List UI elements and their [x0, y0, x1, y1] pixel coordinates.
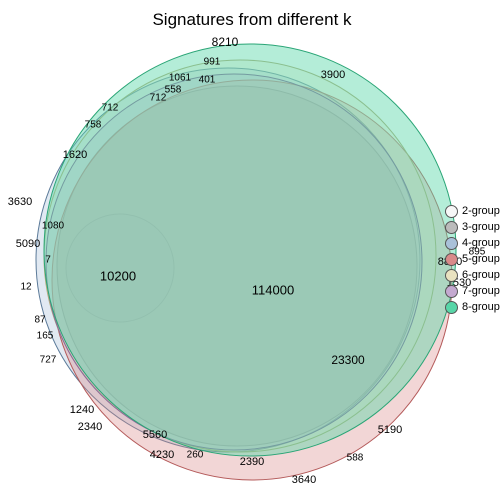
value-label: 7 — [45, 255, 51, 266]
value-label: 5560 — [143, 429, 167, 441]
legend-item: 4-group — [445, 237, 500, 250]
value-label: 10200 — [100, 269, 136, 284]
legend-swatch-icon — [445, 221, 458, 234]
value-label: 991 — [204, 57, 221, 68]
legend-label: 7-group — [462, 286, 500, 297]
value-label: 12 — [20, 282, 31, 293]
value-label: 2340 — [78, 421, 102, 433]
legend: 2-group 3-group 4-group 5-group 6-group 7-gro… — [445, 205, 500, 317]
value-label: 558 — [165, 85, 182, 96]
legend-label: 3-group — [462, 222, 500, 233]
value-label: 1080 — [42, 221, 64, 232]
legend-label: 4-group — [462, 238, 500, 249]
legend-item: 3-group — [445, 221, 500, 234]
value-label: 5090 — [16, 238, 40, 250]
legend-label: 8-group — [462, 302, 500, 313]
legend-item: 7-group — [445, 285, 500, 298]
value-label: 758 — [85, 120, 102, 131]
value-label: 3900 — [321, 69, 345, 81]
value-label: 1620 — [63, 149, 87, 161]
value-label: 401 — [199, 75, 216, 86]
legend-item: 8-group — [445, 301, 500, 314]
legend-label: 2-group — [462, 206, 500, 217]
value-label: 1240 — [70, 404, 94, 416]
value-label: 87 — [34, 315, 45, 326]
euler-diagram — [0, 0, 504, 504]
legend-swatch-icon — [445, 253, 458, 266]
value-label: 165 — [37, 331, 54, 342]
legend-item: 5-group — [445, 253, 500, 266]
value-label: 1061 — [169, 73, 191, 84]
legend-item: 2-group — [445, 205, 500, 218]
legend-swatch-icon — [445, 205, 458, 218]
legend-swatch-icon — [445, 269, 458, 282]
value-label: 3640 — [292, 474, 316, 486]
value-label: 8210 — [212, 35, 239, 49]
value-label: 727 — [40, 355, 57, 366]
value-label: 4230 — [150, 449, 174, 461]
legend-swatch-icon — [445, 285, 458, 298]
value-label: 712 — [102, 103, 119, 114]
value-label: 2390 — [240, 456, 264, 468]
legend-item: 6-group — [445, 269, 500, 282]
value-label: 588 — [347, 453, 364, 464]
legend-label: 6-group — [462, 270, 500, 281]
legend-swatch-icon — [445, 301, 458, 314]
value-label: 23300 — [331, 353, 364, 367]
value-label: 114000 — [252, 283, 294, 298]
value-label: 260 — [187, 450, 204, 461]
value-label: 5190 — [378, 424, 402, 436]
legend-swatch-icon — [445, 237, 458, 250]
value-label: 3630 — [8, 196, 32, 208]
legend-label: 5-group — [462, 254, 500, 265]
